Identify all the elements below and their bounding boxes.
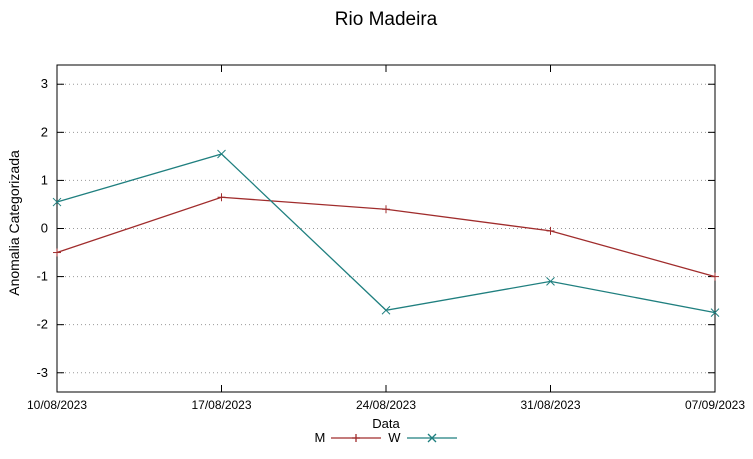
svg-text:-1: -1 [36,269,48,284]
svg-text:3: 3 [41,76,48,91]
legend-label-m: M [314,430,326,445]
x-axis-label: Data [372,416,400,431]
svg-text:24/08/2023: 24/08/2023 [356,398,416,412]
legend-label-w: W [388,430,401,445]
svg-text:1: 1 [41,172,48,187]
svg-text:17/08/2023: 17/08/2023 [191,398,251,412]
chart-title: Rio Madeira [334,9,438,30]
legend-entry-m: M [314,430,382,445]
svg-text:0: 0 [41,221,48,236]
svg-text:-2: -2 [36,317,48,332]
legend-entry-w: W [388,430,457,445]
legend-line-plus-icon [331,433,382,442]
svg-text:31/08/2023: 31/08/2023 [520,398,580,412]
svg-text:10/08/2023: 10/08/2023 [27,398,87,412]
svg-text:2: 2 [41,124,48,139]
svg-text:-3: -3 [36,365,48,380]
legend-line-x-icon [406,433,457,442]
svg-text:07/09/2023: 07/09/2023 [685,398,745,412]
legend: M W [57,430,715,445]
